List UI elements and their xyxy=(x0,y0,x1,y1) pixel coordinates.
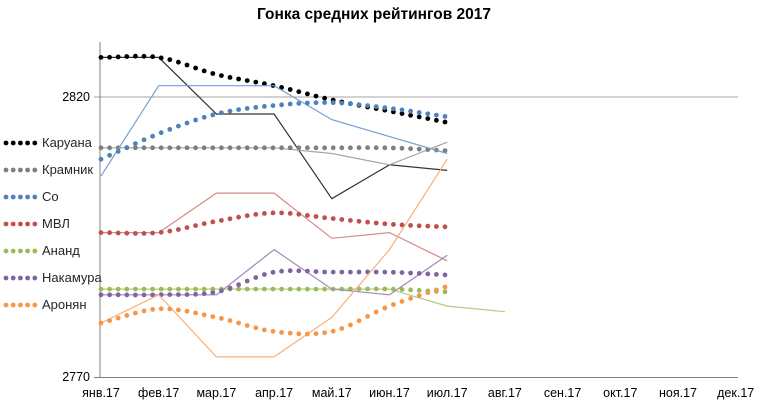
legend-item: Каруана xyxy=(2,134,92,151)
legend-item: Со xyxy=(2,188,59,205)
series-solid-line-0 xyxy=(101,56,448,200)
series-solid-line-3 xyxy=(101,192,448,262)
x-tick-label: июн.17 xyxy=(369,386,410,400)
legend-marker-dots xyxy=(3,194,38,199)
legend-marker-dots xyxy=(3,275,38,280)
legend-marker-dots xyxy=(3,221,38,226)
legend-item: Ананд xyxy=(2,242,80,259)
legend-marker-dots xyxy=(3,248,38,253)
legend-marker-dots xyxy=(3,167,38,172)
series-dotted-line-3 xyxy=(98,210,448,236)
series-group-6 xyxy=(98,158,448,358)
series-group-1 xyxy=(98,141,448,166)
legend-item-label: Со xyxy=(42,189,59,204)
x-tick-label: май.17 xyxy=(311,386,352,400)
legend-item-label: Ананд xyxy=(42,243,80,258)
series-solid-line-2 xyxy=(100,85,448,177)
legend-item-label: Накамура xyxy=(42,270,102,285)
chart-title: Гонка средних рейтингов 2017 xyxy=(256,6,492,23)
x-tick-label: ноя.17 xyxy=(658,386,697,400)
legend-item-label: Аронян xyxy=(42,297,87,312)
x-tick-label: июл.17 xyxy=(426,386,468,400)
legend-item: Крамник xyxy=(2,161,93,178)
y-tick-label: 2820 xyxy=(62,90,90,104)
series-dotted-line-5 xyxy=(98,268,448,298)
series-group-2 xyxy=(98,85,448,177)
series-solid-line-6 xyxy=(100,158,448,358)
series-group-0 xyxy=(98,53,448,200)
x-tick-label: янв.17 xyxy=(82,386,120,400)
x-tick-label: сен.17 xyxy=(543,386,582,400)
legend-marker-dots xyxy=(3,140,38,145)
series-group-3 xyxy=(98,192,448,262)
legend-item: Накамура xyxy=(2,269,102,286)
x-tick-label: авг.17 xyxy=(487,386,522,400)
series-dotted-line-6 xyxy=(98,284,448,337)
x-tick-label: окт.17 xyxy=(603,386,638,400)
legend-item-label: Крамник xyxy=(42,162,94,177)
legend-item: МВЛ xyxy=(2,215,70,232)
x-tick-label: мар.17 xyxy=(196,386,237,400)
x-axis-labels: янв.17 фев.17 мар.17 апр.17 май.17 июн.17 июл.… xyxy=(0,386,760,404)
legend-item: Аронян xyxy=(2,296,87,313)
series-dotted-line-2 xyxy=(98,100,448,162)
legend-marker-dots xyxy=(3,302,38,307)
y-tick-label: 2770 xyxy=(62,370,90,384)
x-tick-label: дек.17 xyxy=(717,386,755,400)
legend-item-label: МВЛ xyxy=(42,216,70,231)
legend-item-label: Каруана xyxy=(42,135,92,150)
x-tick-label: фев.17 xyxy=(138,386,180,400)
series-dotted-line-1 xyxy=(98,145,448,154)
x-tick-label: апр.17 xyxy=(255,386,294,400)
